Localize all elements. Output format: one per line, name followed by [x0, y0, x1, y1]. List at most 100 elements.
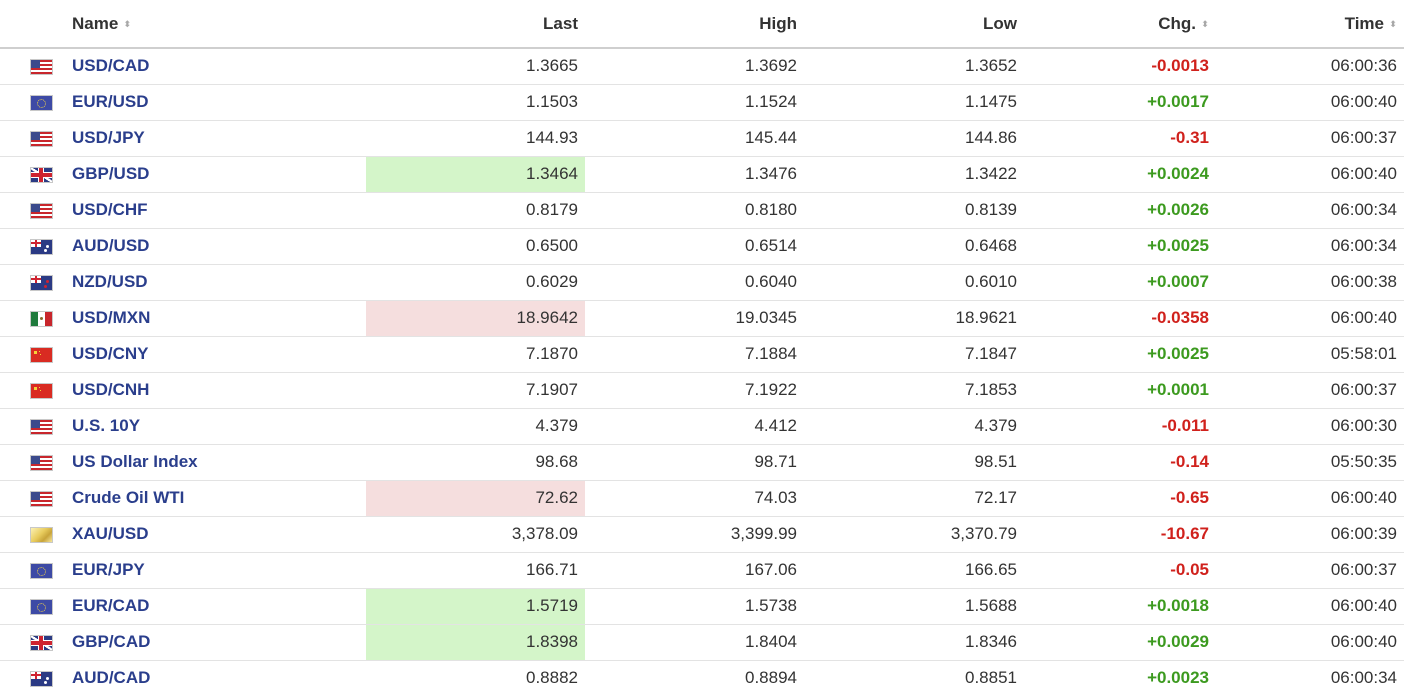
instrument-link[interactable]: USD/CHF: [72, 200, 148, 219]
flag-cell: [0, 372, 72, 409]
high-value: 3,399.99: [585, 516, 804, 553]
table-row[interactable]: Crude Oil WTI 72.62 74.03 72.17 -0.65 06:00:4…: [0, 480, 1404, 517]
last-value: 7.1870: [366, 336, 585, 373]
instrument-link[interactable]: GBP/USD: [72, 164, 150, 183]
nz-flag-icon: [31, 275, 52, 290]
instrument-link[interactable]: AUD/CAD: [72, 668, 151, 688]
table-row[interactable]: AUD/CAD 0.8882 0.8894 0.8851 +0.0023 06:00:34: [0, 660, 1404, 696]
instrument-link[interactable]: EUR/JPY: [72, 560, 145, 579]
table-row[interactable]: USD/MXN 18.9642 19.0345 18.9621 -0.0358 06:00…: [0, 300, 1404, 337]
table-row[interactable]: GBP/USD 1.3464 1.3476 1.3422 +0.0024 06:00:40: [0, 156, 1404, 193]
table-row[interactable]: NZD/USD 0.6029 0.6040 0.6010 +0.0007 06:00:38: [0, 264, 1404, 301]
table-row[interactable]: AUD/USD 0.6500 0.6514 0.6468 +0.0025 06:00:34: [0, 228, 1404, 265]
change-value: -10.67: [1024, 516, 1212, 553]
flag-cell: [0, 624, 72, 661]
column-header-last: Last: [366, 0, 585, 49]
low-value: 7.1853: [804, 372, 1024, 409]
low-value: 72.17: [804, 480, 1024, 517]
table-row[interactable]: USD/CNH 7.1907 7.1922 7.1853 +0.0001 06:00:37: [0, 372, 1404, 409]
table-row[interactable]: U.S. 10Y 4.379 4.412 4.379 -0.011 06:00:30: [0, 408, 1404, 445]
sort-icon[interactable]: ⬍: [123, 19, 132, 30]
high-value: 98.71: [585, 444, 804, 481]
table-row[interactable]: USD/CHF 0.8179 0.8180 0.8139 +0.0026 06:00:34: [0, 192, 1404, 229]
flag-cell: [0, 516, 72, 553]
table-row[interactable]: EUR/CAD 1.5719 1.5738 1.5688 +0.0018 06:00:40: [0, 588, 1404, 625]
time-value: 06:00:40: [1212, 624, 1404, 661]
high-value: 74.03: [585, 480, 804, 517]
instrument-link[interactable]: NZD/USD: [72, 272, 148, 291]
us-flag-icon: [31, 419, 52, 434]
instrument-link[interactable]: USD/CNH: [72, 380, 150, 399]
table-row[interactable]: EUR/JPY 166.71 167.06 166.65 -0.05 06:00:37: [0, 552, 1404, 589]
instrument-link[interactable]: U.S. 10Y: [72, 416, 141, 435]
flag-cell: [0, 444, 72, 481]
instrument-link[interactable]: US Dollar Index: [72, 452, 198, 471]
last-value: 166.71: [366, 552, 585, 589]
name-cell: GBP/USD: [72, 156, 366, 193]
name-cell: NZD/USD: [72, 264, 366, 301]
change-value: +0.0025: [1024, 336, 1212, 373]
instrument-link[interactable]: Crude Oil WTI: [72, 488, 185, 507]
time-value: 06:00:37: [1212, 372, 1404, 409]
column-header-chg[interactable]: Chg. ⬍: [1024, 0, 1212, 49]
time-value: 06:00:40: [1212, 84, 1404, 121]
low-value: 1.5688: [804, 588, 1024, 625]
change-value: +0.0017: [1024, 84, 1212, 121]
name-cell: EUR/USD: [72, 84, 366, 121]
column-header-time-label: Time: [1344, 13, 1384, 33]
instrument-link[interactable]: USD/MXN: [72, 308, 151, 327]
sort-icon[interactable]: ⬍: [1201, 19, 1209, 30]
instrument-link[interactable]: GBP/CAD: [72, 632, 151, 651]
change-value: -0.65: [1024, 480, 1212, 517]
name-cell: US Dollar Index: [72, 444, 366, 481]
table-row[interactable]: USD/CNY 7.1870 7.1884 7.1847 +0.0025 05:58:01: [0, 336, 1404, 373]
eu-flag-icon: [31, 563, 52, 578]
sort-icon[interactable]: ⬍: [1389, 19, 1397, 30]
instrument-link[interactable]: EUR/CAD: [72, 596, 150, 615]
instrument-link[interactable]: EUR/USD: [72, 92, 149, 111]
low-value: 3,370.79: [804, 516, 1024, 553]
flag-cell: [0, 300, 72, 337]
column-header-high-label: High: [759, 13, 797, 33]
change-value: -0.31: [1024, 120, 1212, 157]
flag-cell: [0, 552, 72, 589]
time-value: 06:00:30: [1212, 408, 1404, 445]
last-value: 0.8179: [366, 192, 585, 229]
column-header-time[interactable]: Time ⬍: [1212, 0, 1404, 49]
last-value: 1.1503: [366, 84, 585, 121]
time-value: 06:00:40: [1212, 300, 1404, 337]
instrument-link[interactable]: USD/CAD: [72, 56, 150, 76]
column-header-name[interactable]: Name ⬍: [72, 0, 366, 49]
name-cell: USD/MXN: [72, 300, 366, 337]
column-header-low-label: Low: [983, 13, 1017, 33]
table-row[interactable]: USD/CAD 1.3665 1.3692 1.3652 -0.0013 06:00:36: [0, 48, 1404, 85]
last-value: 1.8398: [366, 624, 585, 661]
column-header-high: High: [585, 0, 804, 49]
table-row[interactable]: USD/JPY 144.93 145.44 144.86 -0.31 06:00:37: [0, 120, 1404, 157]
flag-cell: [0, 192, 72, 229]
instrument-link[interactable]: XAU/USD: [72, 524, 149, 543]
change-value: +0.0029: [1024, 624, 1212, 661]
name-cell: USD/CAD: [72, 48, 366, 85]
table-row[interactable]: XAU/USD 3,378.09 3,399.99 3,370.79 -10.67 06:…: [0, 516, 1404, 553]
cn-flag-icon: [31, 383, 52, 398]
last-value: 98.68: [366, 444, 585, 481]
last-value: 1.3464: [366, 156, 585, 193]
change-value: -0.0358: [1024, 300, 1212, 337]
table-row[interactable]: EUR/USD 1.1503 1.1524 1.1475 +0.0017 06:00:40: [0, 84, 1404, 121]
us-flag-icon: [31, 131, 52, 146]
high-value: 167.06: [585, 552, 804, 589]
gold-icon: [31, 527, 52, 542]
time-value: 06:00:34: [1212, 228, 1404, 265]
high-value: 1.1524: [585, 84, 804, 121]
name-cell: EUR/JPY: [72, 552, 366, 589]
instrument-link[interactable]: AUD/USD: [72, 236, 150, 255]
instrument-link[interactable]: USD/CNY: [72, 344, 149, 363]
flag-cell: [0, 660, 72, 696]
table-row[interactable]: US Dollar Index 98.68 98.71 98.51 -0.14 05:50…: [0, 444, 1404, 481]
high-value: 1.3476: [585, 156, 804, 193]
high-value: 0.6514: [585, 228, 804, 265]
table-row[interactable]: GBP/CAD 1.8398 1.8404 1.8346 +0.0029 06:00:40: [0, 624, 1404, 661]
instrument-link[interactable]: USD/JPY: [72, 128, 145, 147]
